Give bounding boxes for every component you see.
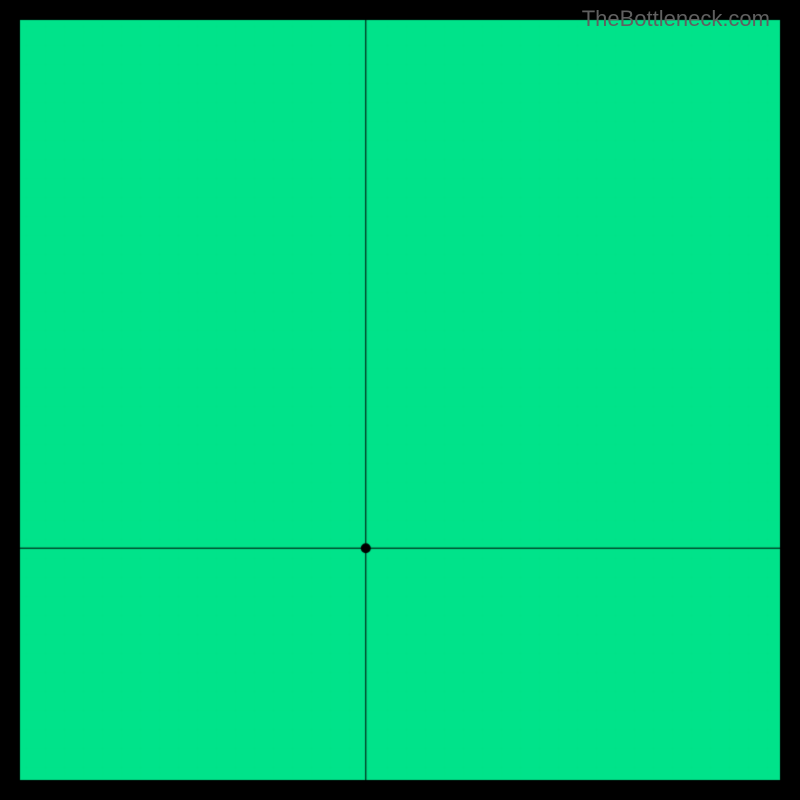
watermark-text: TheBottleneck.com (582, 6, 770, 32)
bottleneck-heatmap: TheBottleneck.com (0, 0, 800, 800)
heatmap-canvas (0, 0, 800, 800)
